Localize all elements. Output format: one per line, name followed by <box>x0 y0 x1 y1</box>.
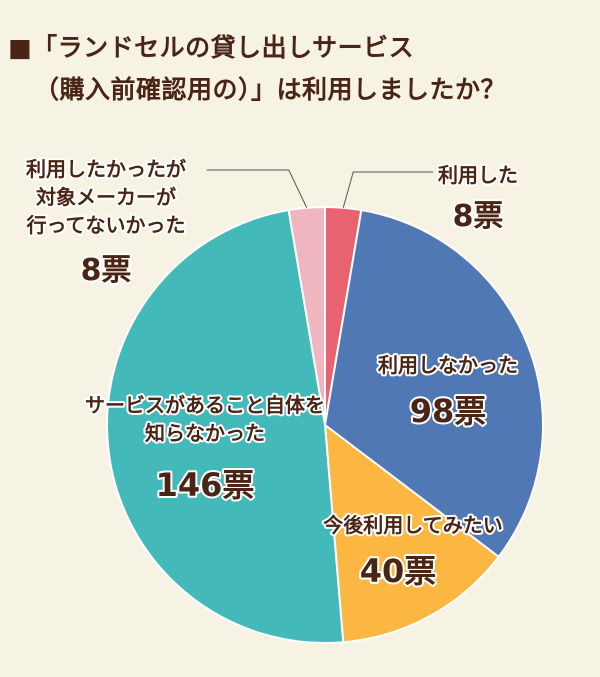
slice-label: 利用しなかった <box>378 353 518 377</box>
pie-slice <box>323 422 501 644</box>
leader-line <box>342 171 434 208</box>
slice-label: 利用した <box>438 163 518 187</box>
slice-label: 行ってないかった <box>26 213 186 237</box>
leader-line <box>206 169 308 208</box>
slice-value: 8票 <box>81 253 132 288</box>
chart-title-line-1: ■「ランドセルの貸し出しサービス <box>8 33 415 62</box>
pie-slices <box>106 205 544 644</box>
slice-value: 8票 <box>453 199 504 234</box>
slice-label: サービスがあること自体を <box>85 393 325 417</box>
slice-value: 146票 <box>156 466 255 504</box>
slice-label: 今後利用してみたい <box>323 513 502 537</box>
slice-value: 98票 <box>410 392 487 430</box>
slice-label: 利用したかったが <box>26 157 186 181</box>
slice-label: 知らなかった <box>145 421 265 445</box>
pie-slice <box>106 208 345 644</box>
slice-value: 40票 <box>360 552 437 590</box>
chart-title-line-2: （購入前確認用の）」は利用しましたか？ <box>34 75 507 104</box>
slice-label: 対象メーカーが <box>35 185 176 209</box>
pie-slice <box>323 208 544 559</box>
